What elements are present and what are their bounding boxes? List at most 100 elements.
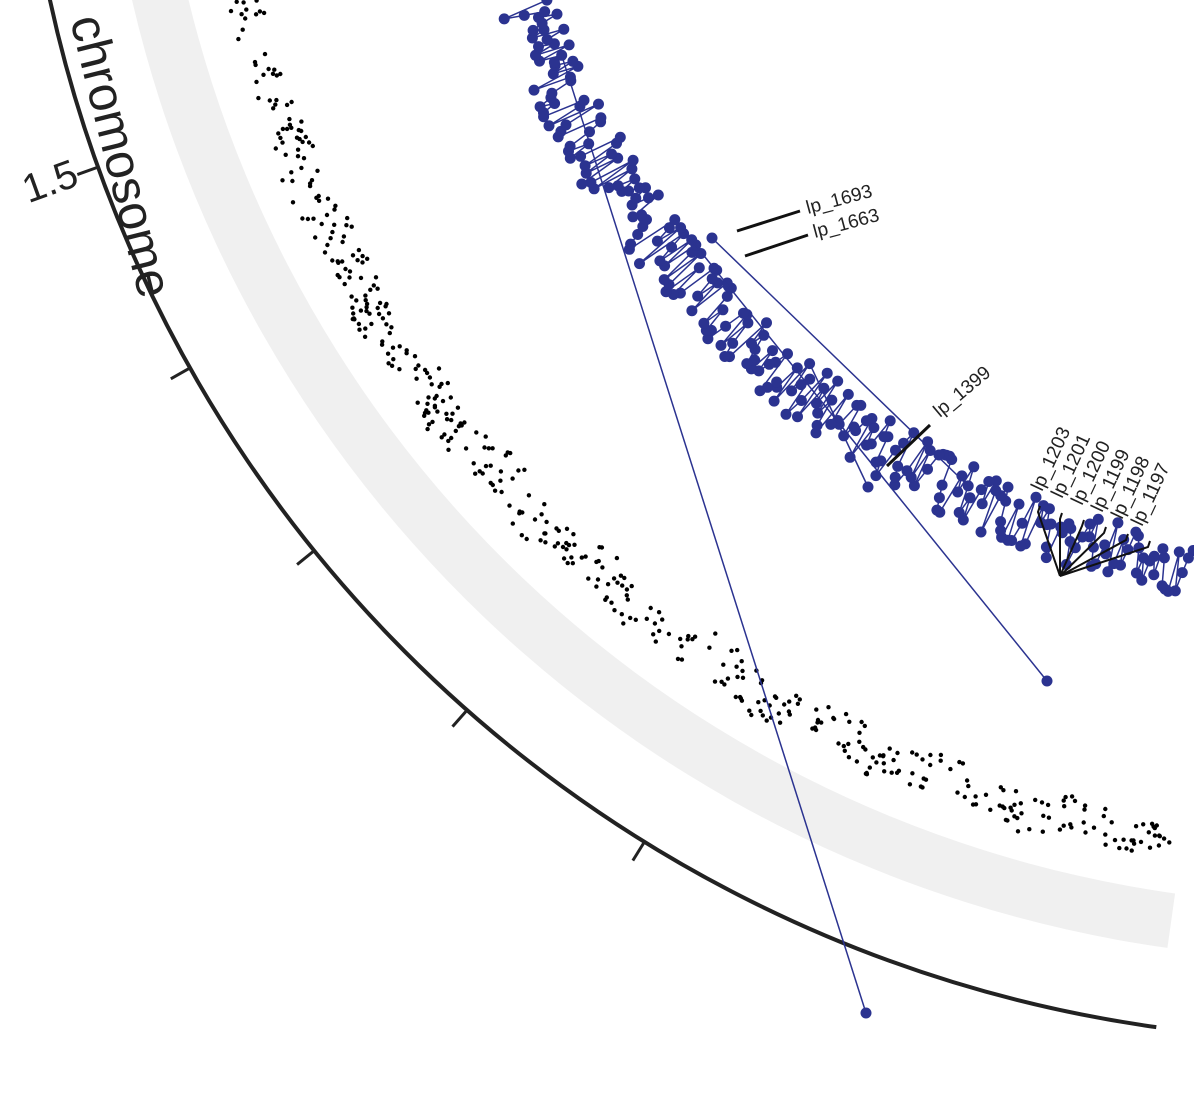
data-point: [627, 154, 639, 166]
inner-point: [1167, 840, 1172, 845]
data-point: [575, 150, 587, 162]
inner-point: [857, 730, 862, 735]
inner-point: [625, 597, 630, 602]
inner-point: [483, 434, 488, 439]
data-point: [534, 101, 546, 113]
inner-point: [435, 409, 440, 414]
data-point: [630, 192, 642, 204]
data-point: [541, 34, 553, 45]
inner-point: [675, 656, 681, 662]
data-point: [548, 56, 560, 68]
inner-point: [1002, 805, 1007, 811]
inner-point: [449, 417, 454, 423]
inner-point: [455, 405, 461, 410]
inner-point: [342, 281, 347, 287]
data-point: [742, 317, 754, 329]
inner-point: [354, 298, 359, 303]
outlier-point: [860, 1007, 872, 1019]
inner-point: [340, 239, 345, 245]
inner-point: [236, 36, 241, 42]
inner-point: [815, 720, 820, 725]
inner-point: [278, 135, 283, 141]
inner-point: [619, 612, 624, 617]
inner-point: [516, 468, 521, 473]
inner-point: [490, 446, 495, 451]
data-point: [826, 394, 838, 406]
inner-point: [257, 9, 263, 14]
inner-point: [503, 453, 508, 458]
inner-point: [271, 106, 276, 111]
inner-point: [1072, 798, 1078, 804]
inner-point: [874, 760, 879, 765]
inner-point: [938, 758, 943, 763]
data-point: [1130, 526, 1142, 538]
inner-point: [923, 777, 929, 782]
inner-point: [1103, 806, 1108, 812]
data-point: [1076, 531, 1088, 543]
data-point: [746, 338, 757, 349]
inner-point: [274, 73, 279, 78]
data-point: [812, 407, 824, 419]
inner-point: [316, 198, 322, 203]
inner-point: [310, 143, 315, 149]
inner-point: [544, 519, 549, 525]
inner-point: [311, 216, 316, 221]
inner-point: [560, 544, 566, 550]
inner-point: [555, 541, 561, 546]
data-point: [533, 41, 544, 53]
inner-point: [325, 242, 330, 248]
inner-point: [448, 395, 453, 400]
inner-point: [721, 662, 726, 667]
inner-point: [794, 693, 799, 698]
data-point: [578, 94, 590, 106]
inner-point: [340, 259, 345, 264]
inner-point: [685, 637, 690, 642]
inner-point: [962, 794, 967, 800]
inner-point: [1012, 802, 1017, 807]
inner-point: [363, 293, 368, 298]
data-point: [968, 461, 980, 473]
inner-point: [910, 750, 915, 755]
data-point: [861, 439, 872, 451]
inner-point: [283, 152, 288, 157]
inner-point: [254, 79, 259, 85]
inner-point: [633, 617, 638, 622]
inner-point: [507, 503, 512, 508]
inner-point: [1152, 833, 1158, 838]
inner-point: [1141, 822, 1146, 827]
inner-point: [360, 260, 365, 265]
inner-point: [430, 419, 435, 425]
inner-point: [847, 719, 852, 724]
inner-point: [1062, 804, 1067, 809]
inner-point: [1057, 827, 1063, 832]
data-point: [795, 379, 807, 391]
inner-point: [846, 741, 851, 747]
inner-point: [446, 447, 451, 452]
inner-point: [764, 718, 769, 723]
inner-point: [740, 675, 746, 680]
axis-tick: [631, 841, 646, 862]
data-point: [1064, 536, 1076, 547]
inner-point: [1027, 827, 1032, 832]
inner-point: [1101, 813, 1107, 819]
inner-point: [1149, 821, 1155, 826]
inner-point: [425, 426, 430, 432]
inner-point: [439, 381, 444, 387]
inner-point: [880, 754, 886, 759]
inner-point: [350, 305, 355, 310]
inner-point: [1112, 837, 1118, 843]
inner-point: [1013, 789, 1019, 794]
inner-point: [948, 766, 953, 772]
data-point: [1102, 566, 1114, 578]
inner-point: [458, 421, 463, 426]
inner-point: [234, 0, 239, 4]
inner-point: [539, 512, 544, 517]
data-point: [720, 320, 732, 332]
inner-point: [426, 410, 431, 415]
inner-point: [335, 259, 340, 264]
data-point: [585, 177, 597, 188]
inner-point: [938, 752, 944, 758]
data-point: [593, 98, 604, 110]
inner-point: [486, 446, 491, 451]
inner-point: [262, 51, 268, 57]
